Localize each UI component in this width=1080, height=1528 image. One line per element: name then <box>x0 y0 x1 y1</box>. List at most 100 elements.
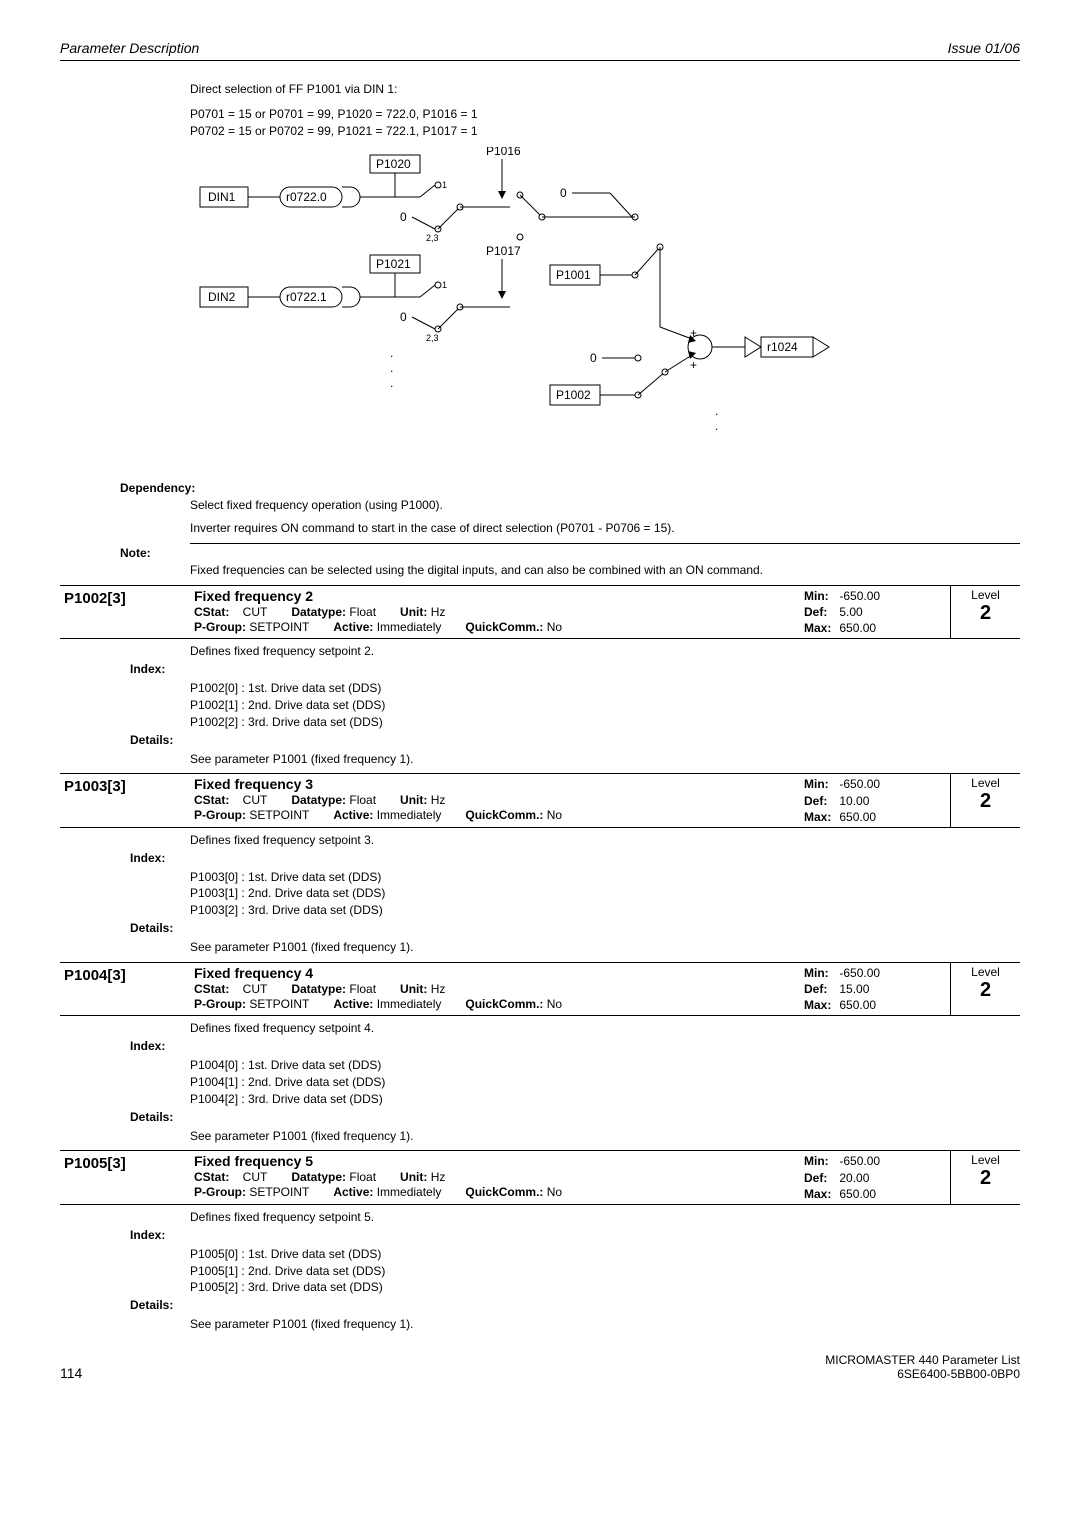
param-index-list: P1004[0] : 1st. Drive data set (DDS)P100… <box>190 1057 1020 1107</box>
param-limits: Min:Def:Max: -650.005.00650.00 <box>800 586 950 639</box>
svg-text:2,3: 2,3 <box>426 333 439 343</box>
index-line: P1005[0] : 1st. Drive data set (DDS) <box>190 1246 1020 1263</box>
page-footer: 114 MICROMASTER 440 Parameter List 6SE64… <box>60 1353 1020 1381</box>
param-desc: Defines fixed frequency setpoint 4. <box>190 1020 1020 1037</box>
svg-text:r0722.0: r0722.0 <box>286 190 327 204</box>
index-line: P1002[0] : 1st. Drive data set (DDS) <box>190 680 1020 697</box>
svg-text:DIN2: DIN2 <box>208 290 236 304</box>
param-desc: Defines fixed frequency setpoint 3. <box>190 832 1020 849</box>
intro-lines: P0701 = 15 or P0701 = 99, P1020 = 722.0,… <box>190 106 1020 140</box>
index-label: Index: <box>130 851 1020 865</box>
index-label: Index: <box>130 1039 1020 1053</box>
param-limits: Min:Def:Max: -650.0020.00650.00 <box>800 1151 950 1204</box>
param-limits: Min:Def:Max: -650.0015.00650.00 <box>800 963 950 1016</box>
param-details: See parameter P1001 (fixed frequency 1). <box>190 751 1020 768</box>
page-number: 114 <box>60 1365 82 1381</box>
svg-text:P1002: P1002 <box>556 388 591 402</box>
index-line: P1003[0] : 1st. Drive data set (DDS) <box>190 869 1020 886</box>
index-line: P1002[2] : 3rd. Drive data set (DDS) <box>190 714 1020 731</box>
params-container: P1002[3] Fixed frequency 2 CStat: CUT Da… <box>60 585 1020 1333</box>
param-index-list: P1005[0] : 1st. Drive data set (DDS)P100… <box>190 1246 1020 1296</box>
index-line: P1003[1] : 2nd. Drive data set (DDS) <box>190 885 1020 902</box>
param-title: Fixed frequency 4 <box>194 965 796 981</box>
index-line: P1002[1] : 2nd. Drive data set (DDS) <box>190 697 1020 714</box>
dependency-line1: Select fixed frequency operation (using … <box>190 497 1020 514</box>
index-line: P1005[2] : 3rd. Drive data set (DDS) <box>190 1279 1020 1296</box>
svg-text:0: 0 <box>400 310 407 324</box>
details-label: Details: <box>130 1298 1020 1312</box>
page-header: Parameter Description Issue 01/06 <box>60 40 1020 61</box>
param-main: Fixed frequency 5 CStat: CUT Datatype: F… <box>190 1151 800 1204</box>
index-line: P1004[2] : 3rd. Drive data set (DDS) <box>190 1091 1020 1108</box>
param-details: See parameter P1001 (fixed frequency 1). <box>190 1316 1020 1333</box>
dependency-label: Dependency: <box>120 481 1020 495</box>
signal-diagram: DIN1 r0722.0 P1020 1 2,3 0 P1016 0 P1001… <box>190 147 890 467</box>
param-main: Fixed frequency 2 CStat: CUT Datatype: F… <box>190 586 800 639</box>
svg-text:r1024: r1024 <box>767 340 798 354</box>
param-block: P1004[3] Fixed frequency 4 CStat: CUT Da… <box>60 962 1020 1145</box>
intro-lead: Direct selection of FF P1001 via DIN 1: <box>190 81 1020 98</box>
svg-text:1: 1 <box>442 280 447 290</box>
divider <box>190 543 1020 544</box>
index-label: Index: <box>130 662 1020 676</box>
svg-text:.: . <box>390 346 393 360</box>
param-main: Fixed frequency 3 CStat: CUT Datatype: F… <box>190 774 800 827</box>
param-header-row: P1004[3] Fixed frequency 4 CStat: CUT Da… <box>60 962 1020 1017</box>
svg-text:0: 0 <box>590 351 597 365</box>
index-label: Index: <box>130 1228 1020 1242</box>
svg-text:1: 1 <box>442 180 447 190</box>
note-label: Note: <box>120 546 1020 560</box>
footer-r1: MICROMASTER 440 Parameter List <box>825 1353 1020 1367</box>
param-id: P1004[3] <box>60 963 190 1016</box>
param-title: Fixed frequency 2 <box>194 588 796 604</box>
param-index-list: P1002[0] : 1st. Drive data set (DDS)P100… <box>190 680 1020 730</box>
param-title: Fixed frequency 3 <box>194 776 796 792</box>
param-block: P1003[3] Fixed frequency 3 CStat: CUT Da… <box>60 773 1020 956</box>
param-header-row: P1002[3] Fixed frequency 2 CStat: CUT Da… <box>60 585 1020 640</box>
svg-text:P1001: P1001 <box>556 268 591 282</box>
intro-line-0: P0701 = 15 or P0701 = 99, P1020 = 722.0,… <box>190 106 1020 123</box>
index-line: P1005[1] : 2nd. Drive data set (DDS) <box>190 1263 1020 1280</box>
param-main: Fixed frequency 4 CStat: CUT Datatype: F… <box>190 963 800 1016</box>
param-level: Level2 <box>950 963 1020 1016</box>
svg-text:r0722.1: r0722.1 <box>286 290 327 304</box>
param-limits: Min:Def:Max: -650.0010.00650.00 <box>800 774 950 827</box>
param-title: Fixed frequency 5 <box>194 1153 796 1169</box>
header-right: Issue 01/06 <box>948 40 1020 56</box>
param-id: P1003[3] <box>60 774 190 827</box>
svg-text:P1017: P1017 <box>486 244 521 258</box>
param-block: P1005[3] Fixed frequency 5 CStat: CUT Da… <box>60 1150 1020 1333</box>
svg-text:2,3: 2,3 <box>426 233 439 243</box>
svg-text:DIN1: DIN1 <box>208 190 236 204</box>
param-level: Level2 <box>950 1151 1020 1204</box>
svg-text:.: . <box>715 404 718 418</box>
svg-text:P1021: P1021 <box>376 257 411 271</box>
svg-text:.: . <box>390 361 393 375</box>
svg-text:P1020: P1020 <box>376 157 411 171</box>
intro-line-1: P0702 = 15 or P0702 = 99, P1021 = 722.1,… <box>190 123 1020 140</box>
param-id: P1002[3] <box>60 586 190 639</box>
svg-text:+: + <box>690 358 697 372</box>
diagram-svg: DIN1 r0722.0 P1020 1 2,3 0 P1016 0 P1001… <box>190 147 890 467</box>
details-label: Details: <box>130 1110 1020 1124</box>
index-line: P1003[2] : 3rd. Drive data set (DDS) <box>190 902 1020 919</box>
header-left: Parameter Description <box>60 40 199 56</box>
note-text: Fixed frequencies can be selected using … <box>190 562 1020 579</box>
svg-text:P1016: P1016 <box>486 147 521 158</box>
footer-right: MICROMASTER 440 Parameter List 6SE6400-5… <box>825 1353 1020 1381</box>
svg-text:.: . <box>715 419 718 433</box>
svg-text:.: . <box>390 376 393 390</box>
details-label: Details: <box>130 921 1020 935</box>
dependency-line2: Inverter requires ON command to start in… <box>190 520 1020 537</box>
param-header-row: P1003[3] Fixed frequency 3 CStat: CUT Da… <box>60 773 1020 828</box>
param-index-list: P1003[0] : 1st. Drive data set (DDS)P100… <box>190 869 1020 919</box>
svg-text:0: 0 <box>560 186 567 200</box>
param-details: See parameter P1001 (fixed frequency 1). <box>190 1128 1020 1145</box>
footer-r2: 6SE6400-5BB00-0BP0 <box>825 1367 1020 1381</box>
param-desc: Defines fixed frequency setpoint 5. <box>190 1209 1020 1226</box>
param-block: P1002[3] Fixed frequency 2 CStat: CUT Da… <box>60 585 1020 768</box>
param-level: Level2 <box>950 586 1020 639</box>
details-label: Details: <box>130 733 1020 747</box>
param-level: Level2 <box>950 774 1020 827</box>
svg-text:0: 0 <box>400 210 407 224</box>
